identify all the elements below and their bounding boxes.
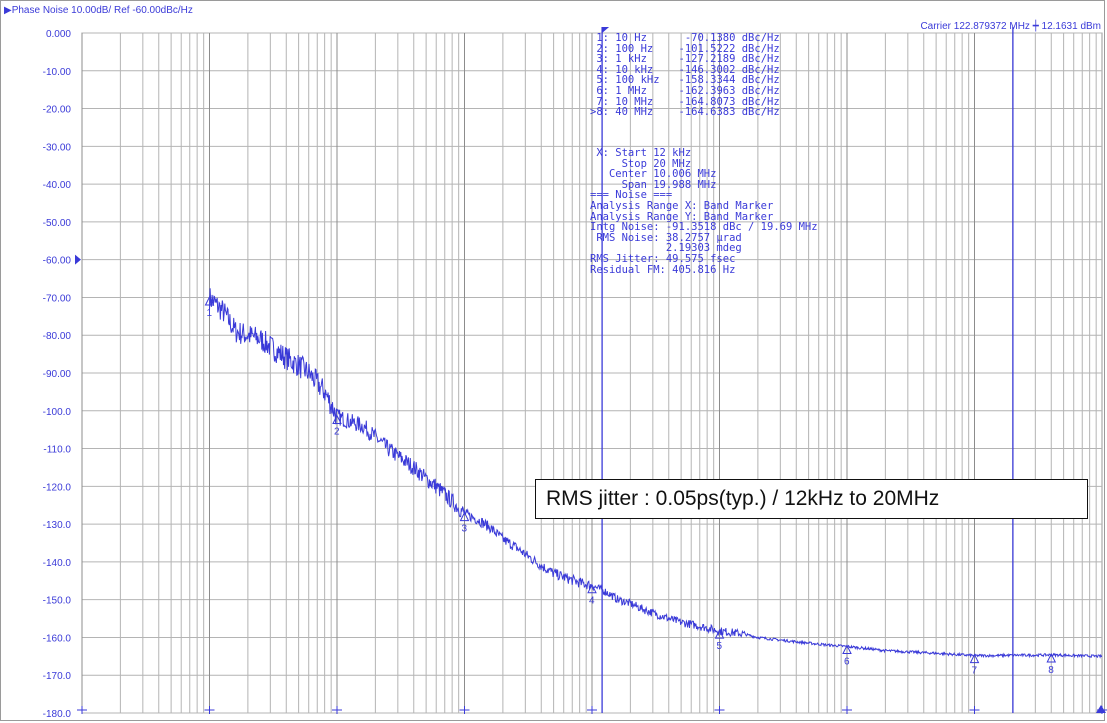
marker-freq: 100 kHz (608, 74, 673, 87)
y-tick-label: -140.0 (43, 558, 72, 569)
analysis-line: RMS Noise: 38.2757 µrad (590, 231, 742, 244)
y-tick-label: -100.0 (43, 407, 72, 418)
y-tick-label: -30.00 (43, 142, 72, 153)
y-tick-label: -50.00 (43, 218, 72, 229)
y-tick-labels: 0.000 -10.00 -20.00 -30.00 -40.00 -50.00 -60.0… (43, 29, 72, 720)
marker-index: 2: (590, 42, 609, 55)
y-tick-label: -150.0 (43, 596, 72, 607)
y-tick-label: -180.0 (43, 709, 72, 720)
analysis-line: Intg Noise: -91.3518 dBc / 19.69 MHz (590, 221, 818, 234)
marker-label: 2 (334, 427, 340, 438)
marker-freq: 1 MHz (608, 84, 673, 97)
marker-index: 6: (590, 84, 609, 97)
marker-value: -162.3963 dBc/Hz (672, 84, 780, 97)
marker-freq: 10 kHz (608, 63, 673, 76)
y-tick-label: -160.0 (43, 633, 72, 644)
ref-arrow-right (1096, 705, 1106, 713)
marker-table-row: 1: 10 Hz -70.1380 dBc/Hz (590, 32, 780, 44)
band-markers (601, 27, 1014, 713)
x-tick-labels (77, 706, 1107, 714)
marker-value: -158.3344 dBc/Hz (672, 74, 780, 87)
analysis-line: Analysis Range Y: Band Marker (590, 210, 774, 223)
ref-level-arrows (75, 254, 1106, 713)
y-tick-label: -60.00 (43, 256, 72, 267)
marker-index: >8: (590, 106, 609, 119)
marker-triangle (332, 414, 342, 425)
chart-grid (81, 32, 1103, 714)
analysis-line: === Noise === (590, 189, 673, 202)
marker-table-row: 2: 100 Hz -101.5222 dBc/Hz (590, 42, 780, 55)
marker-table-row: 5: 100 kHz -158.3344 dBc/Hz (590, 74, 780, 87)
marker-label: 1 (207, 308, 213, 319)
marker-label: 4 (589, 596, 595, 607)
y-tick-label: -20.00 (43, 105, 72, 116)
marker-label: 6 (844, 656, 850, 667)
rms-jitter-note: RMS jitter : 0.05ps(typ.) / 12kHz to 20M… (535, 479, 1088, 519)
marker-index: 5: (590, 74, 609, 87)
marker-freq: 100 Hz (608, 42, 673, 55)
analysis-line: Stop 20 MHz (590, 157, 692, 170)
analysis-line: Center 10.006 MHz (590, 168, 717, 181)
marker-freq: 10 MHz (608, 95, 673, 108)
analysis-line: Analysis Range X: Band Marker (590, 199, 774, 212)
marker-value: -127.2189 dBc/Hz (672, 53, 780, 66)
marker-table-row: 7: 10 MHz -164.8073 dBc/Hz (590, 95, 780, 108)
marker-table: 1: 10 Hz -70.1380 dBc/Hz 2: 100 Hz -101.… (590, 33, 780, 118)
analysis-line: Residual FM: 405.816 Hz (590, 263, 736, 276)
marker-index: 7: (590, 95, 609, 108)
y-tick-label: -40.00 (43, 180, 72, 191)
chart-title: ▶Phase Noise 10.00dB/ Ref -60.00dBc/Hz (4, 5, 193, 16)
marker-freq: 10 Hz (608, 32, 673, 44)
marker-freq: 1 kHz (608, 53, 673, 66)
marker-label: 7 (972, 666, 978, 677)
marker-triangle (714, 629, 725, 639)
marker-value: -146.3002 dBc/Hz (672, 63, 780, 76)
marker-triangle (204, 295, 215, 306)
marker-index: 4: (590, 63, 609, 76)
analysis-line: 2.19303 mdeg (590, 242, 742, 255)
y-tick-label: 0.000 (46, 29, 71, 40)
marker-triangle (842, 644, 852, 654)
ref-arrow-left (75, 254, 81, 265)
y-tick-label: -120.0 (43, 482, 72, 493)
marker-table-row: 6: 1 MHz -162.3963 dBc/Hz (590, 84, 780, 97)
y-tick-label: -110.0 (43, 445, 71, 456)
y-tick-label: -170.0 (43, 671, 72, 682)
analysis-readout: X: Start 12 kHz Stop 20 MHz Center 10.00… (590, 148, 818, 275)
carrier-readout: Carrier 122.879372 MHz ┿ 12.1631 dBm (920, 21, 1101, 32)
marker-value: -164.6383 dBc/Hz (672, 106, 780, 119)
marker-index: 1: (590, 32, 609, 44)
marker-table-row: >8: 40 MHz -164.6383 dBc/Hz (590, 107, 780, 118)
phase-noise-trace (209, 288, 1103, 659)
band-marker-flag (602, 27, 610, 33)
marker-value: -164.8073 dBc/Hz (672, 95, 780, 108)
marker-table-row: 3: 1 kHz -127.2189 dBc/Hz (590, 53, 780, 66)
marker-index: 3: (590, 53, 609, 66)
y-tick-label: -90.00 (43, 369, 72, 380)
marker-label: 8 (1048, 665, 1054, 676)
y-tick-label: -10.00 (43, 67, 72, 78)
marker-triangle (969, 653, 980, 664)
marker-value: -70.1380 dBc/Hz (672, 32, 780, 44)
y-tick-label: -70.00 (43, 293, 72, 304)
marker-triangle (1046, 652, 1057, 663)
analysis-line: RMS Jitter: 49.575 fsec (590, 252, 736, 265)
marker-value: -101.5222 dBc/Hz (672, 42, 780, 55)
marker-freq: 40 MHz (608, 106, 673, 119)
trace-markers: 1 2 3 4 5 6 7 8 (204, 295, 1057, 677)
analysis-line: X: Start 12 kHz (590, 147, 692, 159)
marker-triangle (459, 511, 470, 522)
marker-label: 5 (717, 641, 723, 652)
analysis-line: Span 19.988 MHz (590, 178, 717, 191)
y-tick-label: -80.00 (43, 331, 72, 342)
y-tick-label: -130.0 (43, 520, 72, 531)
marker-table-row: 4: 10 kHz -146.3002 dBc/Hz (590, 63, 780, 76)
marker-label: 3 (462, 524, 468, 535)
marker-triangle (587, 583, 597, 594)
